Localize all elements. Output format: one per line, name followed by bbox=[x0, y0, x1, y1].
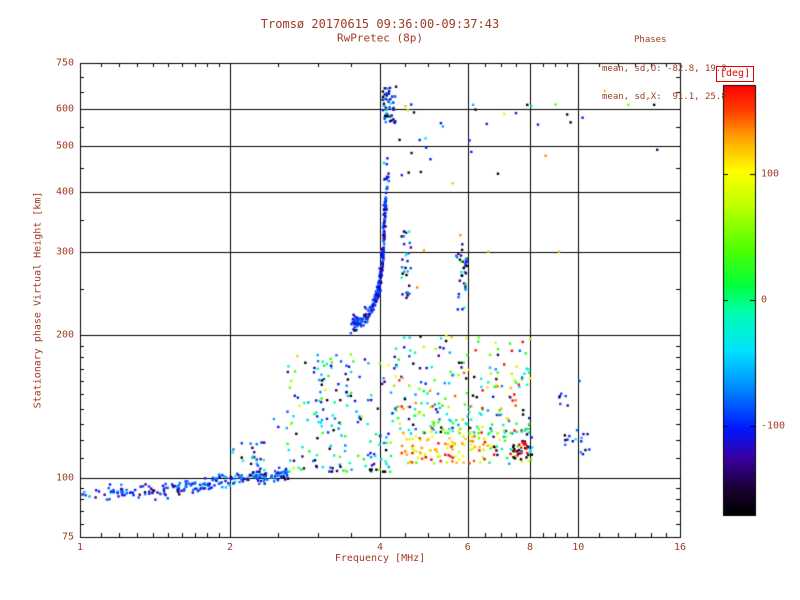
y-tick-label: 400 bbox=[55, 186, 74, 198]
plot-subtitle: RwPretec (8p) bbox=[336, 31, 424, 45]
y-tick-label: 300 bbox=[55, 246, 74, 258]
y-axis-label: Stationary phase Virtual Height [km] bbox=[32, 191, 44, 409]
colorbar-unit-label: [deg] bbox=[716, 66, 755, 82]
x-tick-label: 2 bbox=[226, 542, 234, 553]
y-tick-label: 200 bbox=[55, 329, 74, 341]
y-tick-label: 75 bbox=[61, 531, 74, 543]
x-tick-label: 4 bbox=[376, 542, 384, 553]
y-tick-label: 600 bbox=[55, 103, 74, 115]
phase-stats-o-mode: mean, sd,O: -82.8, 19.3 bbox=[602, 63, 727, 74]
phase-stats-block: Phases mean, sd,O: -82.8, 19.3 mean, sd,… bbox=[602, 17, 727, 122]
phase-stats-x-mode: mean, sd,X: 91.1, 25.8 bbox=[602, 92, 727, 102]
plot-title: Tromsø 20170615 09:36:00-09:37:43 bbox=[260, 17, 500, 31]
x-tick-label: 16 bbox=[673, 542, 687, 553]
y-tick-label: 500 bbox=[55, 140, 74, 152]
y-tick-label: 100 bbox=[55, 472, 74, 484]
y-tick-label: 750 bbox=[55, 57, 74, 69]
x-axis-label: Frequency [MHz] bbox=[334, 553, 426, 564]
x-tick-label: 10 bbox=[572, 542, 585, 553]
colorbar-tick-label: 100 bbox=[761, 168, 780, 180]
phase-stats-header: Phases bbox=[634, 35, 667, 45]
x-tick-label: 8 bbox=[526, 542, 534, 553]
x-tick-label: 1 bbox=[76, 542, 84, 553]
colorbar-tick-label: -100 bbox=[761, 420, 786, 432]
colorbar-tick-label: 0 bbox=[761, 294, 768, 306]
x-tick-label: 6 bbox=[464, 542, 471, 553]
